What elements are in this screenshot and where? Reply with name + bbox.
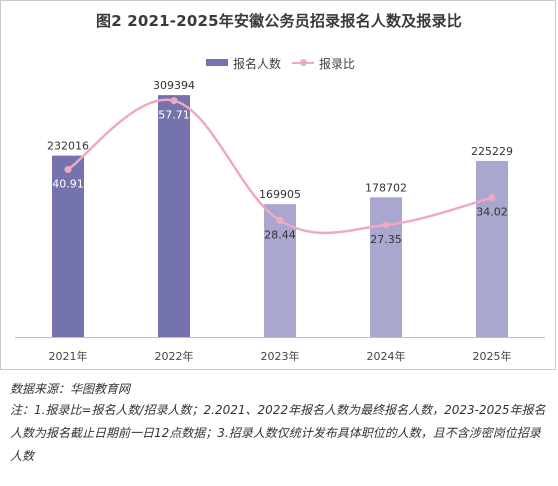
bar-value-label-0: 232016	[47, 140, 89, 153]
bar-3	[370, 197, 402, 337]
x-tick-label-2: 2023年	[261, 349, 300, 363]
x-tick-label-4: 2025年	[473, 349, 512, 363]
ratio-value-label-3: 27.35	[370, 233, 402, 246]
x-tick-label-0: 2021年	[49, 349, 88, 363]
ratio-value-label-0: 40.91	[52, 177, 84, 190]
legend-line-label: 报录比	[319, 57, 356, 71]
bar-value-label-3: 178702	[365, 181, 407, 194]
legend-bar-label: 报名人数	[233, 57, 282, 71]
bar-1	[158, 95, 190, 338]
ratio-value-label-1: 57.71	[158, 109, 190, 122]
legend-line-marker	[300, 59, 307, 66]
plot-area: 232016 309394 169905 178702 225229 2021年 2022年…	[15, 79, 545, 363]
bar-0	[52, 155, 84, 337]
chart-note: 注：1.报录比=报名人数/招录人数；2.2021、2022年报名人数为最终报名人…	[10, 403, 546, 463]
bar-value-label-1: 309394	[153, 79, 195, 92]
x-tick-label-1: 2022年	[155, 349, 194, 363]
ratio-point-3	[382, 221, 390, 229]
ratio-value-label-4: 34.02	[476, 206, 508, 219]
ratio-point-4	[488, 194, 496, 202]
x-tick-label-3: 2024年	[367, 349, 406, 363]
ratio-point-0	[64, 165, 72, 173]
legend-bar-swatch	[206, 59, 228, 66]
ratio-value-label-2: 28.44	[264, 229, 296, 242]
data-source: 数据来源：华图教育网	[10, 382, 131, 396]
bar-4	[476, 160, 508, 337]
chart-title: 图2 2021-2025年安徽公务员招录报名人数及报录比	[96, 12, 462, 30]
bar-value-label-4: 225229	[471, 145, 513, 158]
bar-2	[264, 204, 296, 337]
ratio-line	[67, 98, 493, 235]
ratio-point-1	[170, 97, 178, 105]
bar-value-label-2: 169905	[259, 188, 301, 201]
ratio-point-2	[276, 217, 284, 225]
chart-frame: 图2 2021-2025年安徽公务员招录报名人数及报录比 报名人数 报录比 23…	[0, 0, 556, 370]
